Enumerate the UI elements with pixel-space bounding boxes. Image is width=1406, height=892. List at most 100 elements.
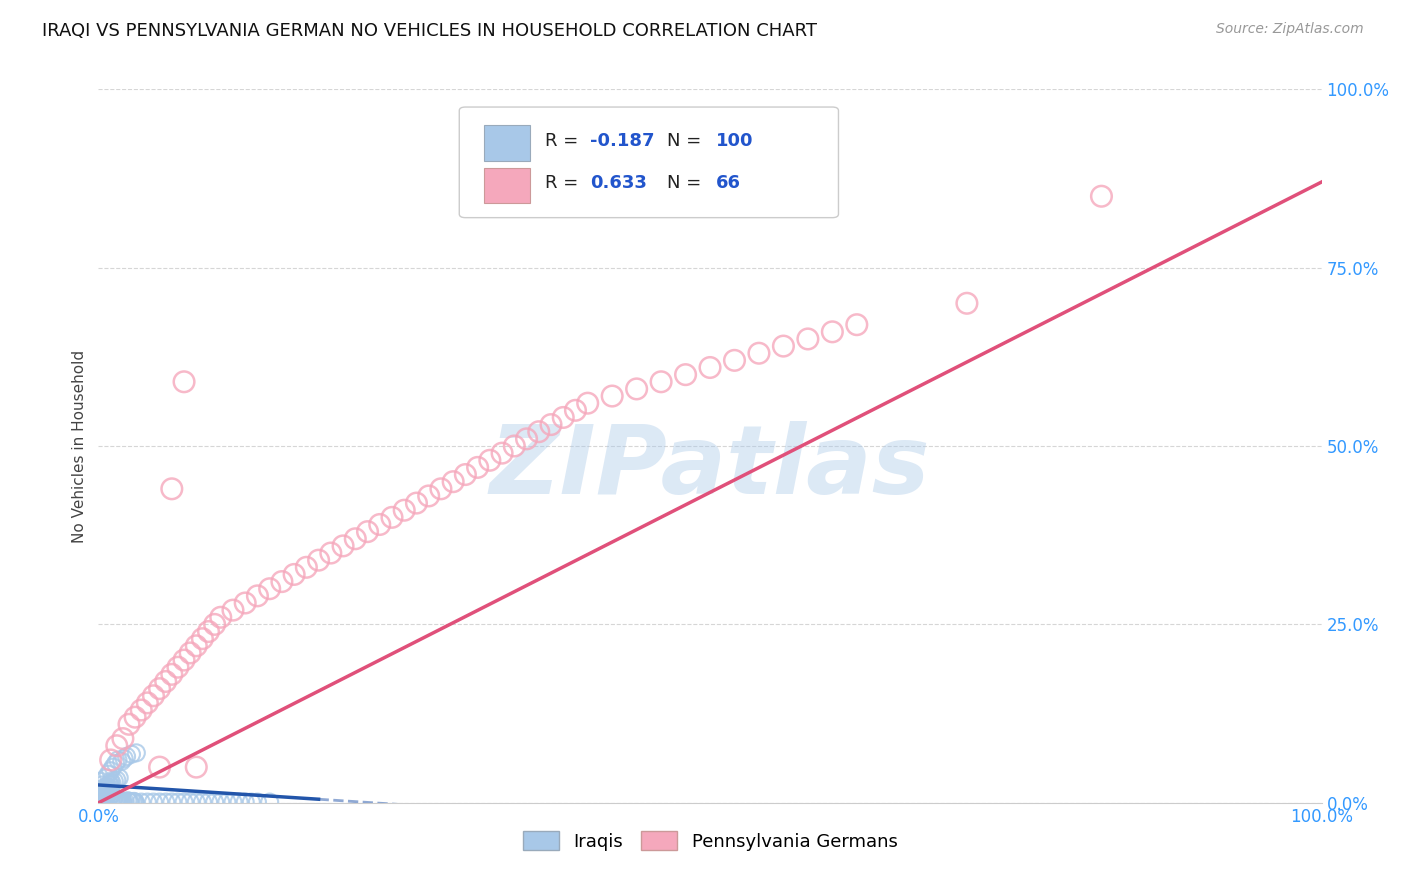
Point [108, 793, 131, 807]
Text: Source: ZipAtlas.com: Source: ZipAtlas.com [1216, 22, 1364, 37]
Point [118, 794, 141, 808]
Point [186, 795, 208, 809]
Point [418, 489, 440, 503]
Point [246, 795, 269, 809]
Point [105, 772, 128, 787]
Point [956, 296, 979, 310]
Point [105, 739, 128, 753]
Point [430, 482, 453, 496]
Point [93, 785, 115, 799]
Point [222, 795, 245, 809]
Point [104, 794, 127, 808]
Point [441, 475, 464, 489]
Point [124, 795, 146, 809]
Point [204, 617, 226, 632]
Point [89, 789, 111, 803]
Point [90, 793, 112, 807]
Point [197, 624, 219, 639]
Point [97, 791, 120, 805]
Point [100, 764, 122, 778]
Point [111, 794, 134, 808]
Point [191, 632, 214, 646]
Point [186, 639, 208, 653]
Point [107, 795, 129, 809]
Point [103, 774, 125, 789]
Point [527, 425, 550, 439]
Point [97, 780, 120, 794]
Point [149, 795, 172, 809]
Point [283, 567, 305, 582]
Point [197, 795, 219, 809]
Point [101, 776, 124, 790]
Point [204, 795, 226, 809]
Point [93, 787, 115, 801]
Point [167, 660, 190, 674]
Point [91, 792, 114, 806]
Point [626, 382, 648, 396]
Point [215, 795, 238, 809]
Point [125, 746, 148, 760]
Point [149, 681, 172, 696]
Point [120, 795, 142, 809]
Point [93, 789, 115, 803]
Point [173, 795, 195, 809]
Point [100, 774, 122, 789]
Point [111, 794, 134, 808]
Point [111, 731, 134, 746]
Point [100, 778, 122, 792]
Point [94, 790, 117, 805]
Point [209, 610, 232, 624]
Point [259, 795, 281, 809]
Point [356, 524, 378, 539]
Point [98, 780, 121, 795]
Point [179, 795, 201, 809]
Point [124, 710, 146, 724]
Point [90, 774, 112, 789]
Point [228, 795, 250, 809]
Point [98, 778, 121, 792]
Point [96, 785, 118, 799]
Point [246, 589, 269, 603]
Text: 66: 66 [716, 175, 741, 193]
Point [114, 795, 136, 809]
Point [155, 674, 177, 689]
Point [90, 790, 112, 805]
Point [91, 787, 114, 801]
Point [98, 777, 121, 791]
Point [308, 553, 330, 567]
Point [97, 767, 120, 781]
Point [122, 794, 145, 808]
Point [503, 439, 526, 453]
Point [233, 795, 256, 809]
Point [332, 539, 354, 553]
Point [405, 496, 427, 510]
Point [240, 795, 263, 809]
Point [91, 781, 114, 796]
Point [136, 795, 159, 809]
Point [478, 453, 501, 467]
Text: ZIPatlas: ZIPatlas [489, 421, 931, 514]
Point [96, 780, 118, 794]
Point [124, 795, 146, 809]
Point [173, 653, 195, 667]
Point [467, 460, 489, 475]
FancyBboxPatch shape [484, 168, 530, 203]
Point [675, 368, 697, 382]
Point [107, 753, 129, 767]
Point [564, 403, 586, 417]
Point [186, 760, 208, 774]
Point [179, 646, 201, 660]
Point [117, 794, 139, 808]
Point [149, 760, 172, 774]
Point [540, 417, 562, 432]
Point [319, 546, 342, 560]
Point [91, 788, 114, 802]
Y-axis label: No Vehicles in Household: No Vehicles in Household [72, 350, 87, 542]
Point [110, 794, 132, 808]
Text: IRAQI VS PENNSYLVANIA GERMAN NO VEHICLES IN HOUSEHOLD CORRELATION CHART: IRAQI VS PENNSYLVANIA GERMAN NO VEHICLES… [42, 22, 817, 40]
Point [167, 795, 190, 809]
Point [89, 794, 111, 808]
Point [270, 574, 294, 589]
Point [120, 747, 142, 762]
Text: 100: 100 [716, 132, 754, 150]
